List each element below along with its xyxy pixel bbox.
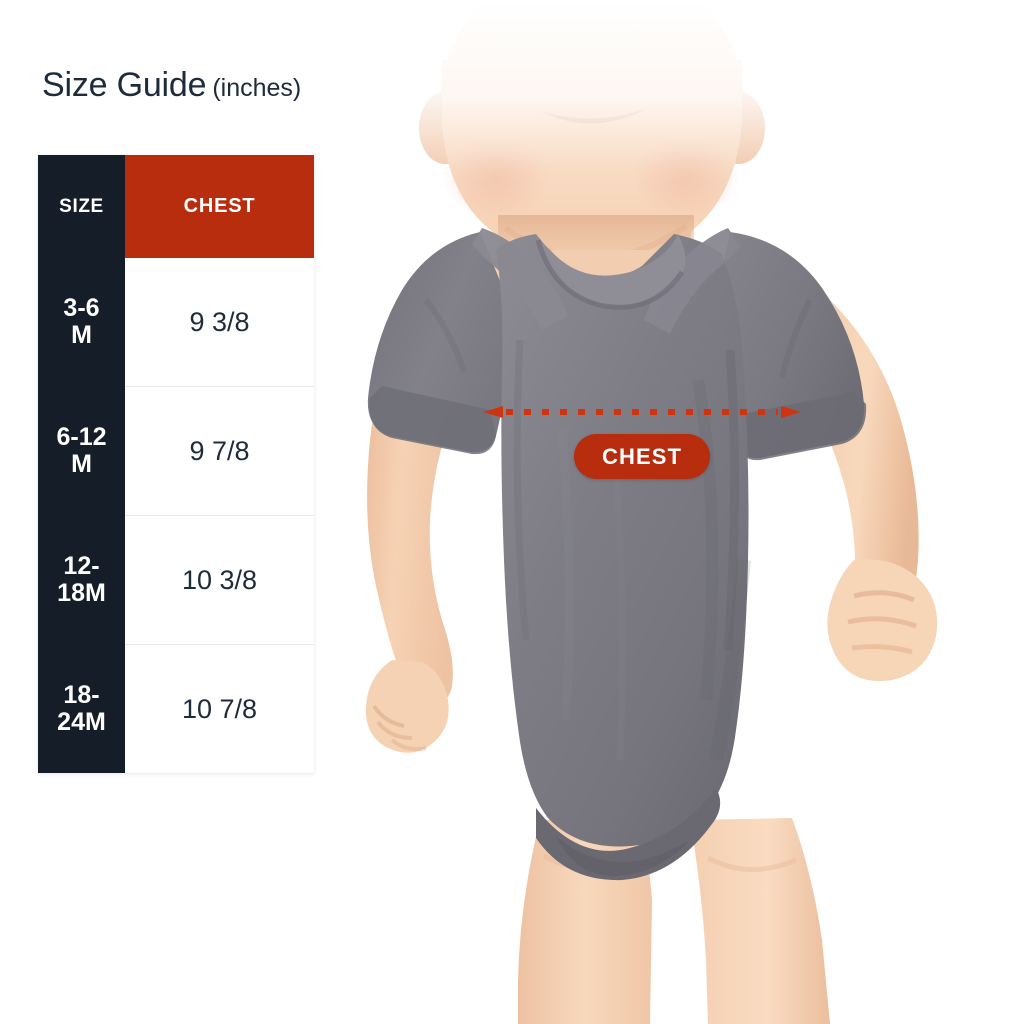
- table-row: 3-6 M 9 3/8: [38, 258, 314, 387]
- size-guide-table: SIZE CHEST 3-6 M 9 3/8 6-12 M 9 7/8 12- …: [38, 155, 314, 773]
- table-row: 18- 24M 10 7/8: [38, 644, 314, 773]
- chest-measure-arrow: [483, 405, 801, 418]
- cell-chest: 9 3/8: [125, 258, 314, 387]
- cell-chest: 10 7/8: [125, 644, 314, 773]
- double-headed-dashed-arrow-icon: [483, 406, 801, 418]
- column-header-size: SIZE: [38, 155, 125, 258]
- column-header-chest: CHEST: [125, 155, 314, 258]
- chest-badge-label: CHEST: [601, 443, 683, 469]
- table-row: 12- 18M 10 3/8: [38, 515, 314, 645]
- cell-size: 12- 18M: [38, 515, 125, 645]
- page-title-unit: (inches): [212, 74, 302, 102]
- page-title: Size Guide (inches): [42, 66, 301, 105]
- chest-label-badge: CHEST: [574, 434, 710, 479]
- cell-chest: 9 7/8: [125, 386, 314, 516]
- cell-size: 3-6 M: [38, 258, 125, 387]
- page-title-main: Size Guide: [42, 66, 207, 104]
- cell-chest: 10 3/8: [125, 515, 314, 645]
- table-header-row: SIZE CHEST: [38, 155, 314, 258]
- table-row: 6-12 M 9 7/8: [38, 386, 314, 516]
- cell-size: 18- 24M: [38, 644, 125, 773]
- baby-bodysuit-photo: [330, 0, 1024, 1024]
- gray-bodysuit-garment: [367, 228, 867, 881]
- cell-size: 6-12 M: [38, 386, 125, 516]
